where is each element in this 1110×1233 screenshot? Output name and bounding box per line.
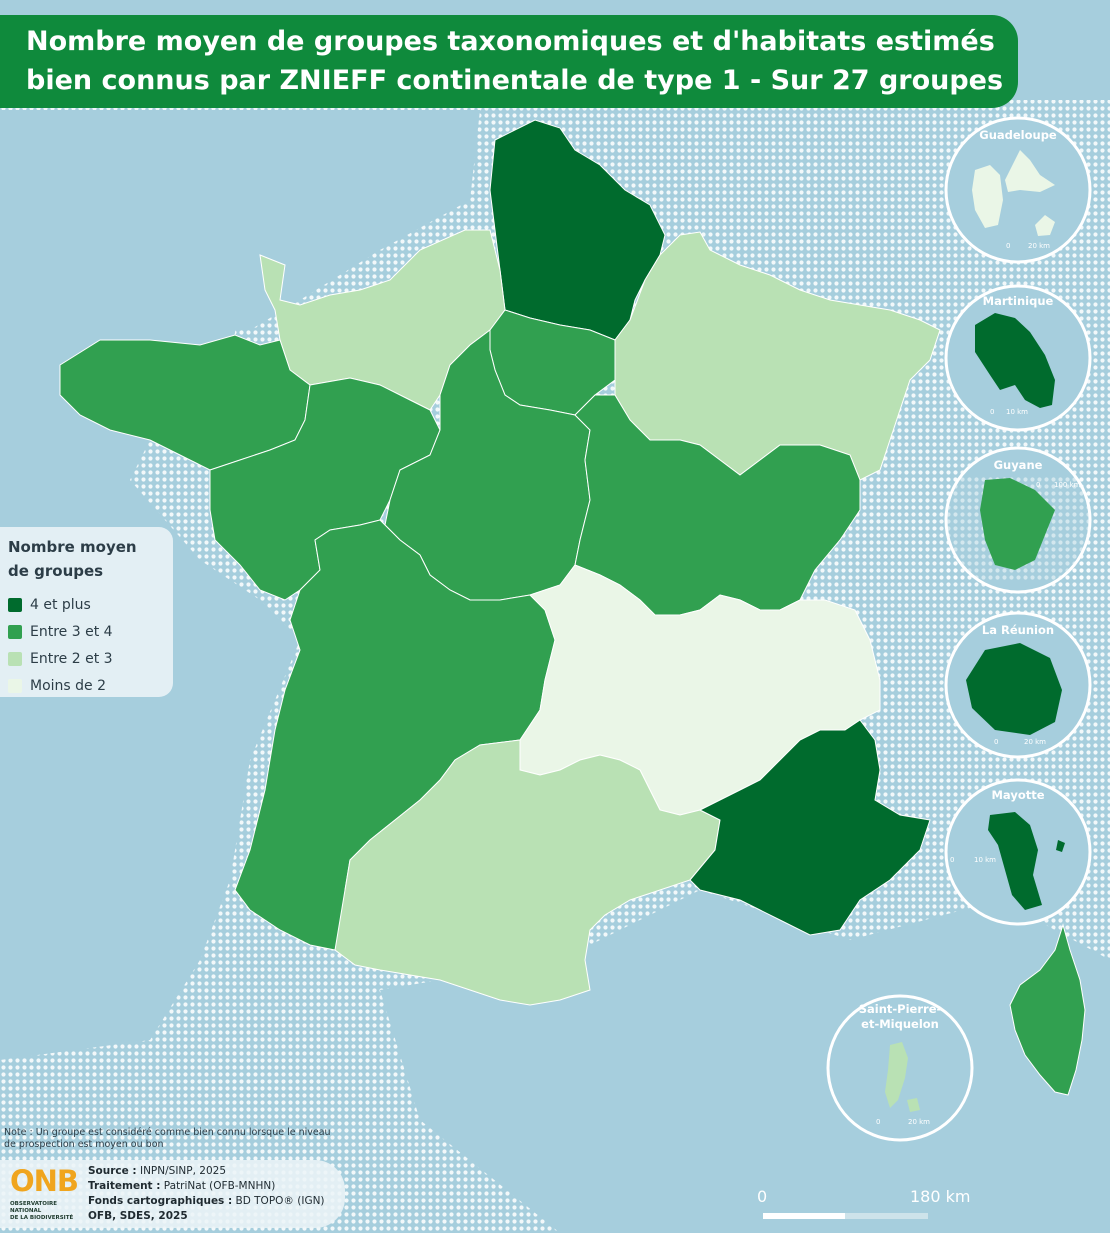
legend: Nombre moyen de groupes 4 et plus Entre … [0, 527, 173, 697]
onb-logo: ONB OBSERVATOIRE NATIONAL DE LA BIODIVER… [6, 1164, 82, 1224]
region-corse [1009, 923, 1086, 1096]
credit-traitement-key: Traitement : [88, 1180, 161, 1192]
legend-item: Entre 3 et 4 [8, 618, 173, 645]
guyane-scale-1: 100 km [1054, 481, 1081, 489]
scale-bar-segment-alt [845, 1213, 928, 1219]
legend-swatch [8, 624, 22, 639]
inset-reunion [944, 611, 1092, 759]
legend-label: Entre 3 et 4 [30, 623, 113, 640]
martinique-scale-0: 0 [990, 408, 995, 416]
guyane-scale-0: 0 [1036, 481, 1041, 489]
guadeloupe-scale-0: 0 [1006, 242, 1011, 250]
inset-label-mayotte: Mayotte [991, 788, 1045, 802]
reunion-scale-0: 0 [994, 738, 999, 746]
title-line-2: bien connus par ZNIEFF continentale de t… [26, 65, 1004, 96]
guadeloupe-scale-1: 20 km [1028, 242, 1051, 250]
reunion-shape [966, 643, 1062, 735]
inset-label-guyane: Guyane [993, 458, 1043, 472]
legend-swatch [8, 651, 22, 666]
scale-bar: 0 180 km [755, 1187, 985, 1227]
legend-swatch [8, 597, 22, 612]
region-provence-alpes-cote-dazur [689, 719, 931, 936]
scale-label-0: 0 [757, 1187, 768, 1206]
inset-label-martinique: Martinique [982, 294, 1054, 308]
inset-label-spm: Saint-Pierre- et-Miquelon [850, 1002, 950, 1032]
scale-label-max: 180 km [910, 1187, 971, 1206]
martinique-scale-1: 10 km [1006, 408, 1029, 416]
legend-title: Nombre moyen de groupes [8, 535, 173, 583]
logo-sub-line-1: OBSERVATOIRE NATIONAL [10, 1201, 57, 1214]
inset-label-guadeloupe: Guadeloupe [979, 128, 1057, 142]
legend-label: Entre 2 et 3 [30, 650, 113, 667]
legend-item: Moins de 2 [8, 672, 173, 699]
legend-swatch [8, 678, 22, 693]
inset-martinique [944, 284, 1092, 432]
inset-mayotte [944, 778, 1092, 926]
legend-label: Moins de 2 [30, 677, 107, 694]
inset-guyane [944, 446, 1092, 594]
legend-label: 4 et plus [30, 596, 91, 613]
inset-guadeloupe [944, 116, 1092, 264]
spm-label-line-1: Saint-Pierre- [858, 1002, 942, 1016]
credit-fonds: Fonds cartographiques : BD TOPO® (IGN) [88, 1194, 325, 1209]
credit-traitement-value: PatriNat (OFB-MNHN) [160, 1180, 276, 1192]
spm-label-line-2: et-Miquelon [861, 1017, 939, 1031]
martinique-shape [975, 313, 1055, 408]
guadeloupe-shape [972, 150, 1055, 236]
reunion-scale-1: 20 km [1024, 738, 1047, 746]
credit-source-key: Source : [88, 1165, 137, 1177]
spm-scale-0: 0 [876, 1118, 881, 1126]
credit-authors: OFB, SDES, 2025 [88, 1210, 188, 1222]
credit-source-value: INPN/SINP, 2025 [136, 1165, 226, 1177]
credit-fonds-key: Fonds cartographiques : [88, 1195, 233, 1207]
credit-traitement: Traitement : PatriNat (OFB-MNHN) [88, 1179, 325, 1194]
logo-subtitle: OBSERVATOIRE NATIONAL DE LA BIODIVERSITÉ [10, 1201, 90, 1222]
legend-item: Entre 2 et 3 [8, 645, 173, 672]
credits-text: Source : INPN/SINP, 2025 Traitement : Pa… [88, 1164, 325, 1224]
legend-item: 4 et plus [8, 591, 173, 618]
credit-source: Source : INPN/SINP, 2025 [88, 1164, 325, 1179]
mayotte-scale-0: 0 [950, 856, 955, 864]
guyane-shape [980, 478, 1055, 570]
footnote: Note : Un groupe est considéré comme bie… [4, 1127, 331, 1150]
mayotte-scale-1: 10 km [974, 856, 997, 864]
spm-shape [885, 1042, 920, 1112]
spm-scale-1: 20 km [908, 1118, 931, 1126]
credit-fonds-value: BD TOPO® (IGN) [232, 1195, 325, 1207]
mayotte-shape [988, 812, 1065, 910]
legend-title-line-2: de groupes [8, 562, 104, 580]
channel-sea [0, 110, 480, 330]
inset-label-reunion: La Réunion [981, 623, 1055, 637]
legend-title-line-1: Nombre moyen [8, 538, 137, 556]
inset-saint-pierre-et-miquelon [826, 994, 974, 1142]
logo-acronym: ONB [10, 1164, 79, 1198]
map-title: Nombre moyen de groupes taxonomiques et … [0, 15, 1018, 108]
credits-panel: ONB OBSERVATOIRE NATIONAL DE LA BIODIVER… [0, 1160, 345, 1228]
title-line-1: Nombre moyen de groupes taxonomiques et … [26, 26, 995, 57]
logo-sub-line-2: DE LA BIODIVERSITÉ [10, 1215, 74, 1221]
